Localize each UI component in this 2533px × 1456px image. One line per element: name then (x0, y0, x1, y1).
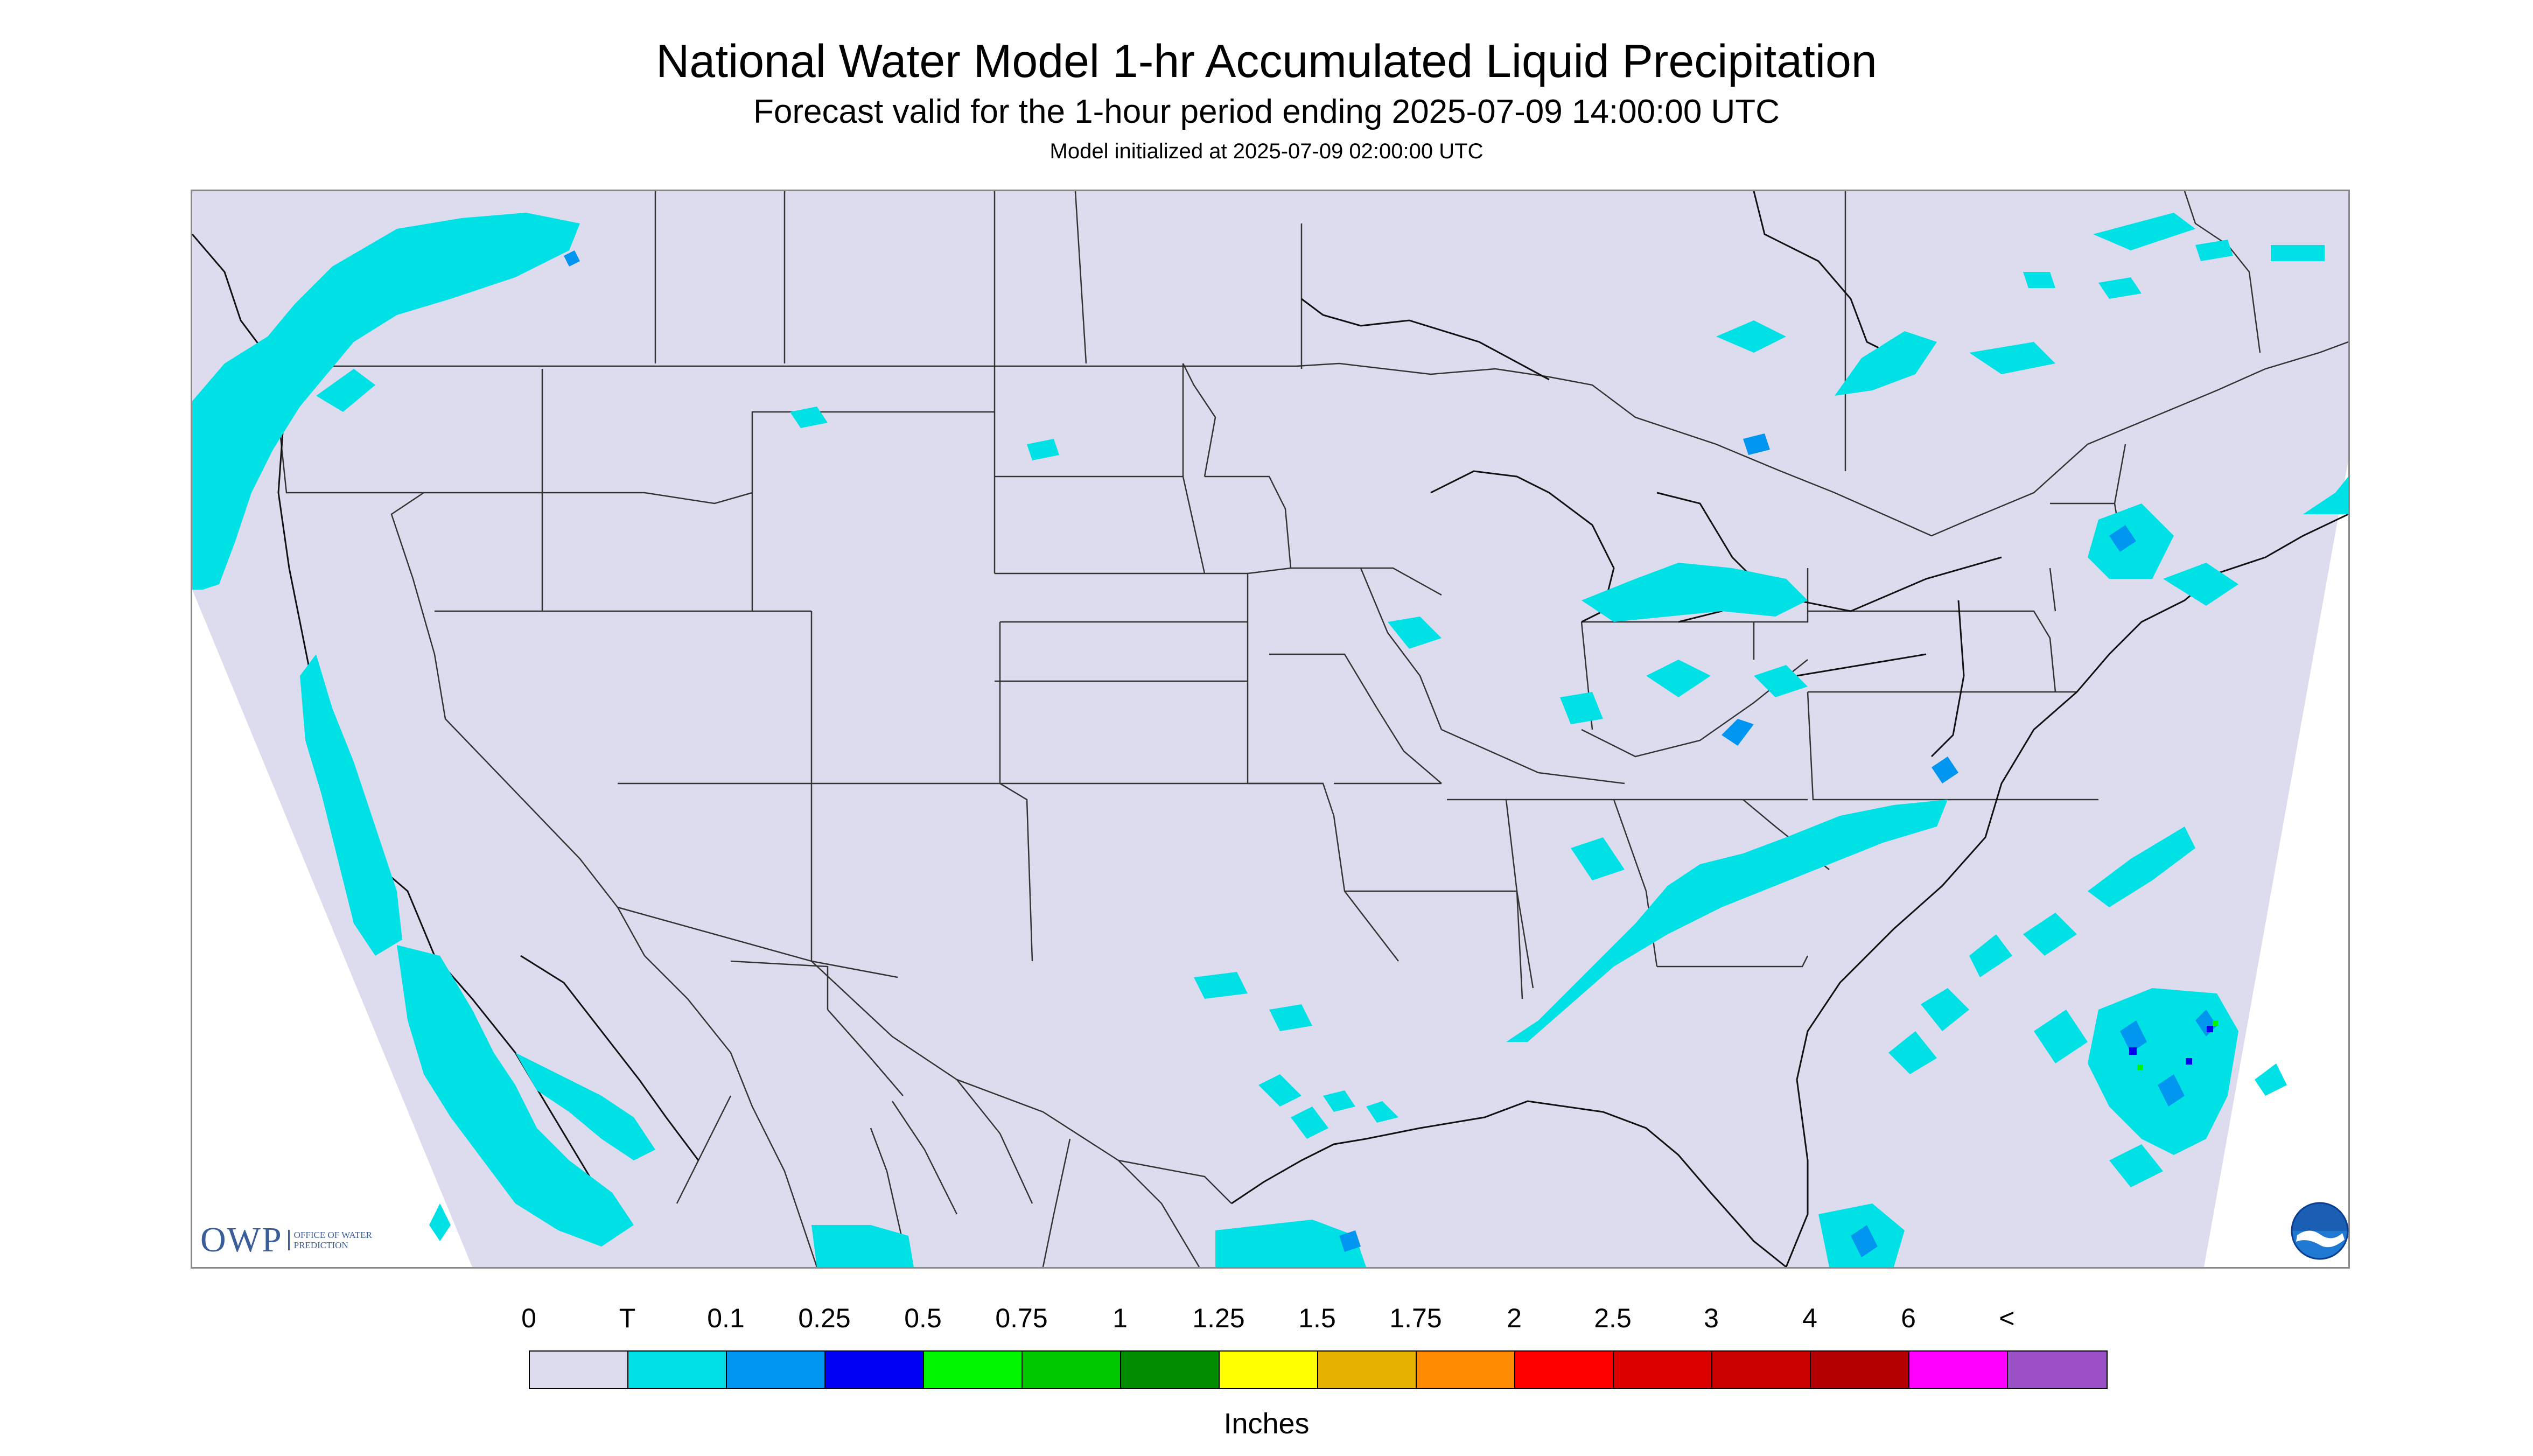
model-initialized-line: Model initialized at 2025-07-09 02:00:00… (1049, 139, 1484, 163)
legend-label: T (619, 1303, 636, 1333)
legend-swatch (530, 1352, 628, 1388)
legend-swatch (2008, 1352, 2107, 1388)
legend-labels: 0 T 0.1 0.25 0.5 0.75 1 1.25 1.5 1.75 2 2.5 3 4 6 < (0, 1302, 2533, 1334)
owp-logo-text: OFFICE OF WATER PREDICTION (288, 1230, 375, 1250)
legend-label: 1.75 (1389, 1303, 1442, 1333)
legend-label: 1.25 (1192, 1303, 1245, 1333)
legend-label: 0.1 (707, 1303, 745, 1333)
legend-swatch (1318, 1352, 1417, 1388)
legend-label: 0.75 (995, 1303, 1048, 1333)
legend-swatch (1023, 1352, 1121, 1388)
legend-label: 6 (1901, 1303, 1916, 1333)
legend-label: 3 (1704, 1303, 1719, 1333)
noaa-logo (2291, 1202, 2349, 1260)
precip-0-25-cell (2207, 1026, 2213, 1032)
precip-0-5-cell (2213, 1020, 2218, 1026)
legend-label: 2.5 (1594, 1303, 1632, 1333)
precip-0-5-cell (2137, 1065, 2143, 1070)
legend-label: 0.25 (798, 1303, 851, 1333)
legend-swatch (1909, 1352, 2008, 1388)
precip-0-25-cell (2129, 1047, 2137, 1055)
legend-swatch (727, 1352, 825, 1388)
legend-swatch (1220, 1352, 1318, 1388)
map-title: National Water Model 1-hr Accumulated Li… (656, 36, 1877, 87)
legend-swatch (628, 1352, 727, 1388)
legend-swatch (1614, 1352, 1712, 1388)
legend-label: 0 (521, 1303, 536, 1333)
legend-label: < (1999, 1303, 2015, 1333)
precipitation-map (191, 190, 2350, 1269)
model-domain (192, 191, 2348, 1267)
map-canvas (192, 191, 2348, 1267)
legend-color-bar (529, 1350, 2108, 1389)
legend-swatch (1811, 1352, 1909, 1388)
legend-label: 4 (1802, 1303, 1817, 1333)
precip-0-25-cell (2186, 1058, 2192, 1065)
legend-label: 1 (1112, 1303, 1128, 1333)
owp-logo-mark: OWP (200, 1220, 283, 1259)
legend-units: Inches (1223, 1408, 1310, 1440)
legend-label: 1.5 (1298, 1303, 1336, 1333)
legend-label: 0.5 (904, 1303, 942, 1333)
owp-logo: OWP OFFICE OF WATER PREDICTION (200, 1220, 375, 1259)
precip-heavier-cells (2129, 1020, 2218, 1070)
trace-precipitation (192, 213, 2348, 1267)
legend-swatch (924, 1352, 1023, 1388)
legend-swatch (1121, 1352, 1220, 1388)
legend-swatch (1417, 1352, 1515, 1388)
forecast-valid-subtitle: Forecast valid for the 1-hour period end… (753, 93, 1780, 130)
legend-swatch (1515, 1352, 1614, 1388)
legend-swatch (825, 1352, 924, 1388)
legend-label: 2 (1507, 1303, 1522, 1333)
legend-swatch (1712, 1352, 1811, 1388)
